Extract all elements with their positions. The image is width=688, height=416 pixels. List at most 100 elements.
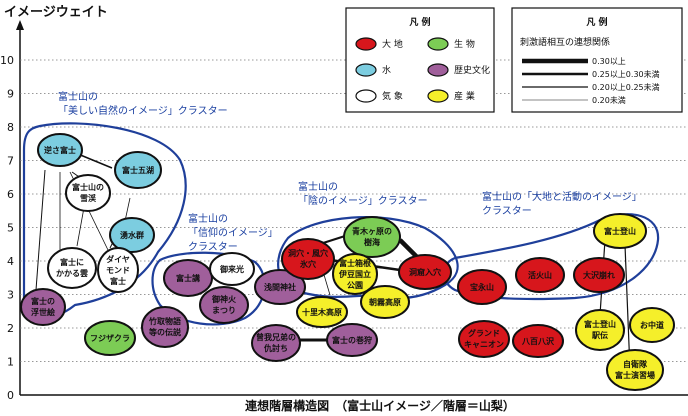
node-jikki: 十里木高原 — [296, 296, 348, 328]
legend-label: 大 地 — [382, 38, 403, 50]
node-ukiyoe: 富士の浮世絵 — [20, 288, 66, 326]
legend-swatch — [427, 37, 449, 51]
legend-swatch — [355, 63, 377, 77]
legend-category-item: 歴史文化 — [427, 63, 490, 77]
node-goko: 富士五湖 — [114, 151, 162, 189]
y-axis-title: イメージウェイト — [4, 5, 108, 20]
link-ukiyoe-sakasa — [35, 169, 46, 291]
y-tick-label: 4 — [7, 255, 14, 268]
node-setsukei: 富士山の雪渓 — [65, 174, 111, 212]
legend-category-item: 生 物 — [427, 37, 475, 51]
figure-caption: 連想階層構造図 （富士山イメージ／階層＝山梨） — [245, 398, 515, 413]
node-doketsu: 洞穴・風穴氷穴 — [281, 238, 335, 280]
svg-text:八百八沢: 八百八沢 — [521, 336, 555, 346]
y-tick-labels: 0 1 2 3 4 5 6 7 8 9 10 — [0, 54, 14, 402]
legend-link-item: 0.25以上0.30未満 — [522, 69, 660, 79]
legend-link-label: 0.20未満 — [592, 95, 626, 105]
cluster-label-land: 富士山の「大地と活動のイメージ」 クラスター — [482, 190, 645, 217]
legend-link-item: 0.20以上0.25未満 — [522, 82, 660, 92]
node-fujizakura: フジザクラ — [84, 320, 136, 356]
svg-text:洞穴・風穴氷穴: 洞穴・風穴氷穴 — [288, 248, 328, 269]
svg-text:グランドキャニオン: グランドキャニオン — [464, 328, 504, 349]
node-hoeizan: 宝永山 — [457, 269, 507, 305]
node-hakone: 富士箱根伊豆国立公園 — [332, 253, 378, 295]
node-soga: 曾我兄弟の仇討ち — [251, 324, 301, 362]
svg-text:富士登山: 富士登山 — [604, 226, 636, 236]
y-tick-label: 5 — [7, 222, 14, 235]
cluster-label-shadow: 富士山の 「陰のイメージ」クラスター — [298, 180, 428, 207]
svg-text:ダイヤモンド富士: ダイヤモンド富士 — [106, 254, 130, 286]
y-tick-label: 2 — [7, 322, 14, 335]
link-tozan-enshujo — [624, 244, 631, 371]
cluster-outline-beauty — [22, 122, 187, 319]
legend-swatch — [427, 63, 449, 77]
svg-text:凡 例: 凡 例 — [585, 16, 607, 28]
legend-label: 歴史文化 — [454, 64, 490, 76]
svg-text:富士の浮世絵: 富士の浮世絵 — [31, 296, 55, 317]
y-tick-label: 1 — [7, 356, 14, 369]
node-kakazan: 活火山 — [515, 257, 565, 293]
svg-text:富士登山駅伝: 富士登山駅伝 — [584, 319, 616, 340]
legend-link-label: 0.20以上0.25未満 — [592, 82, 660, 92]
svg-text:竹取物語等の伝説: 竹取物語等の伝説 — [148, 316, 181, 337]
node-diamond: ダイヤモンド富士 — [97, 247, 139, 293]
cluster-outline-land — [442, 213, 660, 301]
svg-text:富士山の雪渓: 富士山の雪渓 — [72, 182, 104, 203]
node-sengen: 浅間神社 — [254, 269, 306, 305]
legend-link-label: 0.25以上0.30未満 — [592, 69, 660, 79]
node-ochudo: お中道 — [629, 307, 675, 343]
svg-text:自衛隊富士演習場: 自衛隊富士演習場 — [615, 359, 655, 380]
node-osawa: 大沢崩れ — [573, 257, 625, 293]
legend-swatch — [355, 89, 377, 103]
legend-link-item: 0.30以上 — [522, 57, 626, 66]
legend-label: 水 — [382, 64, 391, 76]
svg-text:湧水群: 湧水群 — [120, 230, 144, 240]
svg-text:凡 例: 凡 例 — [408, 16, 430, 28]
link-sakasa-goko — [77, 153, 113, 169]
svg-text:富士講: 富士講 — [176, 273, 200, 283]
legend-swatch — [355, 37, 377, 51]
node-doukutsu: 洞窟入穴 — [398, 254, 452, 290]
legend-label: 産 業 — [454, 90, 475, 102]
svg-text:活火山: 活火山 — [528, 270, 552, 280]
y-axis: イメージウェイト — [4, 5, 688, 396]
svg-text:青木ヶ原の樹海: 青木ヶ原の樹海 — [352, 226, 392, 247]
legend-swatch — [427, 89, 449, 103]
svg-text:朝霧高原: 朝霧高原 — [369, 297, 401, 307]
legend-link-strength: 凡 例 刺激語相互の連想関係 0.30以上 0.25以上0.30未満 0.20以上0… — [511, 7, 683, 113]
svg-text:浅間神社: 浅間神社 — [264, 282, 296, 292]
svg-text:大沢崩れ: 大沢崩れ — [583, 270, 615, 280]
y-tick-label: 6 — [7, 188, 14, 201]
node-gojinka: 御神火まつり — [199, 286, 249, 324]
y-tick-label: 7 — [7, 155, 14, 168]
y-tick-label: 9 — [7, 88, 14, 101]
node-taketori: 竹取物語等の伝説 — [141, 306, 189, 348]
node-tozan: 富士登山 — [593, 213, 647, 249]
legend-link-item: 0.20未満 — [522, 95, 626, 105]
node-happyaku: 八百八沢 — [512, 324, 564, 358]
svg-text:富士箱根伊豆国立公園: 富士箱根伊豆国立公園 — [338, 258, 371, 290]
svg-text:お中道: お中道 — [640, 320, 664, 330]
svg-text:刺激語相互の連想関係: 刺激語相互の連想関係 — [520, 36, 610, 48]
node-ekiden: 富士登山駅伝 — [575, 309, 625, 351]
y-tick-label: 8 — [7, 121, 14, 134]
legend-label: 生 物 — [454, 38, 475, 50]
svg-text:十里木高原: 十里木高原 — [302, 307, 342, 317]
svg-text:富士五湖: 富士五湖 — [122, 165, 154, 175]
node-kasagumo: 富士にかかる雲 — [47, 247, 97, 289]
node-fujiko: 富士講 — [163, 259, 213, 297]
svg-text:宝永山: 宝永山 — [470, 282, 494, 292]
svg-text:洞窟入穴: 洞窟入穴 — [409, 267, 441, 277]
cluster-outline-faith — [151, 251, 266, 326]
svg-text:御神火まつり: 御神火まつり — [211, 294, 237, 315]
node-enshujo: 自衛隊富士演習場 — [606, 349, 664, 391]
svg-text:富士の巻狩: 富士の巻狩 — [332, 335, 372, 345]
node-jukai: 青木ヶ原の樹海 — [343, 216, 401, 258]
legend-category-item: 水 — [355, 63, 391, 77]
legend-category-item: 産 業 — [427, 89, 475, 103]
cluster-label-beauty: 富士山の 「美しい自然のイメージ」クラスター — [58, 90, 228, 117]
node-asagiri: 朝霧高原 — [360, 285, 410, 319]
legend-category-item: 気 象 — [355, 89, 403, 103]
